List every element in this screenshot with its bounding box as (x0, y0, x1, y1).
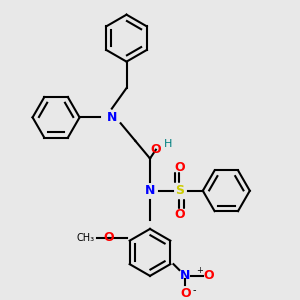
Text: O: O (151, 143, 161, 156)
Text: N: N (107, 111, 117, 124)
Text: H: H (164, 139, 172, 149)
Text: O: O (174, 208, 185, 221)
Text: O: O (203, 269, 214, 282)
Text: O: O (174, 161, 185, 174)
Text: O: O (180, 287, 190, 300)
Text: N: N (180, 269, 190, 282)
Text: O: O (103, 231, 114, 244)
Text: S: S (175, 184, 184, 197)
Text: +: + (196, 266, 203, 274)
Text: -: - (192, 286, 196, 296)
Text: N: N (145, 184, 155, 197)
Text: CH₃: CH₃ (76, 233, 94, 243)
